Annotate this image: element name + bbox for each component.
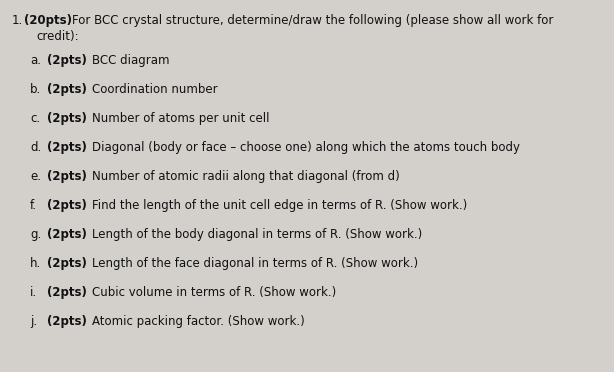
Text: credit):: credit): — [36, 30, 79, 43]
Text: i.: i. — [30, 286, 37, 299]
Text: BCC diagram: BCC diagram — [92, 54, 169, 67]
Text: Atomic packing factor. (Show work.): Atomic packing factor. (Show work.) — [92, 315, 305, 328]
Text: 1.: 1. — [12, 14, 23, 27]
Text: e.: e. — [30, 170, 41, 183]
Text: Number of atoms per unit cell: Number of atoms per unit cell — [92, 112, 270, 125]
Text: (2pts): (2pts) — [47, 54, 87, 67]
Text: b.: b. — [30, 83, 41, 96]
Text: (2pts): (2pts) — [47, 141, 87, 154]
Text: Find the length of the unit cell edge in terms of R. (Show work.): Find the length of the unit cell edge in… — [92, 199, 467, 212]
Text: (20pts): (20pts) — [24, 14, 72, 27]
Text: Coordination number: Coordination number — [92, 83, 217, 96]
Text: a.: a. — [30, 54, 41, 67]
Text: g.: g. — [30, 228, 41, 241]
Text: Diagonal (body or face – choose one) along which the atoms touch body: Diagonal (body or face – choose one) alo… — [92, 141, 520, 154]
Text: Cubic volume in terms of R. (Show work.): Cubic volume in terms of R. (Show work.) — [92, 286, 336, 299]
Text: (2pts): (2pts) — [47, 83, 87, 96]
Text: (2pts): (2pts) — [47, 170, 87, 183]
Text: c.: c. — [30, 112, 40, 125]
Text: (2pts): (2pts) — [47, 286, 87, 299]
Text: Length of the body diagonal in terms of R. (Show work.): Length of the body diagonal in terms of … — [92, 228, 422, 241]
Text: d.: d. — [30, 141, 41, 154]
Text: For BCC crystal structure, determine/draw the following (please show all work fo: For BCC crystal structure, determine/dra… — [72, 14, 553, 27]
Text: h.: h. — [30, 257, 41, 270]
Text: (2pts): (2pts) — [47, 228, 87, 241]
Text: j.: j. — [30, 315, 37, 328]
Text: f.: f. — [30, 199, 37, 212]
Text: (2pts): (2pts) — [47, 257, 87, 270]
Text: Length of the face diagonal in terms of R. (Show work.): Length of the face diagonal in terms of … — [92, 257, 418, 270]
Text: Number of atomic radii along that diagonal (from d): Number of atomic radii along that diagon… — [92, 170, 400, 183]
Text: (2pts): (2pts) — [47, 199, 87, 212]
Text: (2pts): (2pts) — [47, 315, 87, 328]
Text: (2pts): (2pts) — [47, 112, 87, 125]
